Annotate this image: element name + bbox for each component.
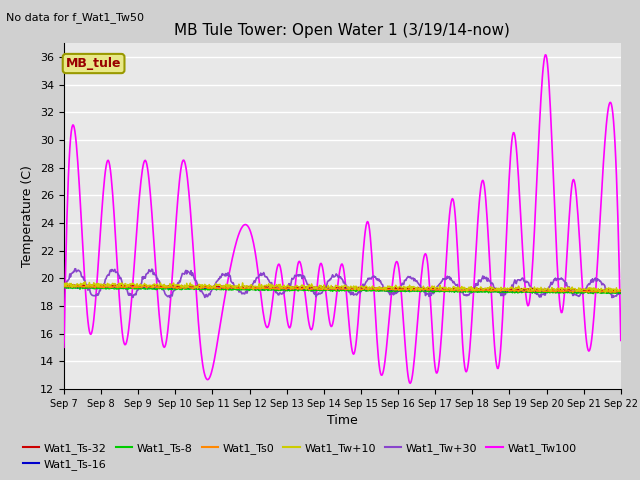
Wat1_Ts-16 bbox=[126, 285, 134, 290]
Wat1_Tw+10 bbox=[256, 285, 264, 291]
Wat1_Ts-8 bbox=[400, 288, 408, 294]
Line: Wat1_Tw+10: Wat1_Tw+10 bbox=[64, 282, 621, 293]
Wat1_Tw100 bbox=[125, 321, 133, 326]
Wat1_Tw100 bbox=[228, 258, 236, 264]
Wat1_Ts0 bbox=[277, 285, 285, 291]
Wat1_Ts0 bbox=[256, 286, 264, 292]
Wat1_Ts-32 bbox=[277, 284, 285, 289]
Wat1_Ts0 bbox=[126, 284, 134, 289]
Wat1_Ts-16 bbox=[60, 285, 68, 290]
Line: Wat1_Ts0: Wat1_Ts0 bbox=[64, 286, 621, 292]
Wat1_Ts-32 bbox=[77, 281, 84, 287]
Wat1_Tw+10 bbox=[228, 283, 236, 288]
Line: Wat1_Ts-32: Wat1_Ts-32 bbox=[64, 284, 621, 291]
Wat1_Tw100 bbox=[541, 52, 549, 58]
Line: Wat1_Tw100: Wat1_Tw100 bbox=[64, 55, 621, 383]
Text: MB_tule: MB_tule bbox=[66, 57, 122, 70]
Line: Wat1_Tw+30: Wat1_Tw+30 bbox=[64, 269, 621, 298]
Wat1_Ts-32 bbox=[432, 286, 440, 292]
Legend: Wat1_Ts-32, Wat1_Ts-16, Wat1_Ts-8, Wat1_Ts0, Wat1_Tw+10, Wat1_Tw+30, Wat1_Tw100: Wat1_Ts-32, Wat1_Ts-16, Wat1_Ts-8, Wat1_… bbox=[19, 438, 581, 474]
Wat1_Tw+10 bbox=[277, 284, 285, 290]
Y-axis label: Temperature (C): Temperature (C) bbox=[22, 165, 35, 267]
Wat1_Tw100 bbox=[400, 323, 408, 329]
Wat1_Ts-8 bbox=[276, 288, 284, 294]
Wat1_Tw+30 bbox=[432, 286, 440, 291]
Line: Wat1_Ts-16: Wat1_Ts-16 bbox=[64, 287, 621, 293]
Wat1_Tw100 bbox=[617, 337, 625, 343]
Wat1_Tw+30 bbox=[256, 272, 264, 278]
Wat1_Ts-16 bbox=[617, 289, 625, 295]
Wat1_Ts-8 bbox=[125, 286, 133, 291]
Wat1_Tw+10 bbox=[617, 287, 625, 293]
Line: Wat1_Ts-8: Wat1_Ts-8 bbox=[64, 287, 621, 294]
Wat1_Tw100 bbox=[60, 345, 68, 350]
Wat1_Ts-16 bbox=[277, 286, 285, 292]
Wat1_Ts-8 bbox=[589, 291, 597, 297]
Wat1_Tw+30 bbox=[228, 280, 236, 286]
Wat1_Tw+10 bbox=[602, 290, 609, 296]
Wat1_Ts-32 bbox=[256, 284, 264, 290]
Wat1_Tw+30 bbox=[126, 292, 134, 298]
Wat1_Ts0 bbox=[228, 285, 236, 290]
Wat1_Ts-16 bbox=[256, 286, 264, 291]
Wat1_Ts-16 bbox=[401, 287, 408, 293]
Wat1_Ts-16 bbox=[615, 290, 623, 296]
Wat1_Tw+30 bbox=[277, 291, 285, 297]
Wat1_Tw100 bbox=[276, 264, 284, 270]
Wat1_Ts-16 bbox=[228, 285, 236, 291]
Wat1_Ts-32 bbox=[126, 283, 134, 288]
Wat1_Ts-32 bbox=[228, 284, 236, 289]
Wat1_Ts-8 bbox=[617, 290, 625, 296]
Wat1_Tw+30 bbox=[60, 284, 68, 289]
Wat1_Ts0 bbox=[68, 283, 76, 288]
Wat1_Ts0 bbox=[60, 283, 68, 289]
Wat1_Ts-8 bbox=[431, 288, 439, 293]
Wat1_Ts-16 bbox=[432, 288, 440, 294]
Wat1_Ts-32 bbox=[401, 285, 408, 291]
Wat1_Tw100 bbox=[432, 368, 440, 374]
Wat1_Ts0 bbox=[432, 287, 440, 293]
Title: MB Tule Tower: Open Water 1 (3/19/14-now): MB Tule Tower: Open Water 1 (3/19/14-now… bbox=[175, 23, 510, 38]
Wat1_Tw+10 bbox=[126, 281, 134, 287]
Wat1_Ts-8 bbox=[255, 288, 263, 294]
Wat1_Ts-32 bbox=[617, 288, 625, 293]
Wat1_Tw+30 bbox=[72, 266, 79, 272]
Wat1_Ts-32 bbox=[613, 288, 621, 294]
Wat1_Tw100 bbox=[255, 279, 263, 285]
Wat1_Ts0 bbox=[401, 287, 408, 292]
Wat1_Tw+30 bbox=[617, 288, 625, 294]
Wat1_Ts0 bbox=[617, 288, 625, 294]
Wat1_Ts-16 bbox=[64, 284, 72, 289]
Wat1_Tw+10 bbox=[401, 286, 408, 292]
Wat1_Ts0 bbox=[607, 289, 614, 295]
Wat1_Tw+30 bbox=[608, 295, 616, 300]
Text: No data for f_Wat1_Tw50: No data for f_Wat1_Tw50 bbox=[6, 12, 145, 23]
Wat1_Tw+10 bbox=[432, 286, 440, 291]
Wat1_Ts-32 bbox=[60, 282, 68, 288]
X-axis label: Time: Time bbox=[327, 414, 358, 427]
Wat1_Tw+10 bbox=[60, 280, 68, 286]
Wat1_Tw+30 bbox=[401, 277, 408, 283]
Wat1_Ts-8 bbox=[228, 287, 236, 293]
Wat1_Ts-8 bbox=[60, 284, 68, 290]
Wat1_Tw+10 bbox=[81, 279, 89, 285]
Wat1_Tw100 bbox=[406, 380, 414, 386]
